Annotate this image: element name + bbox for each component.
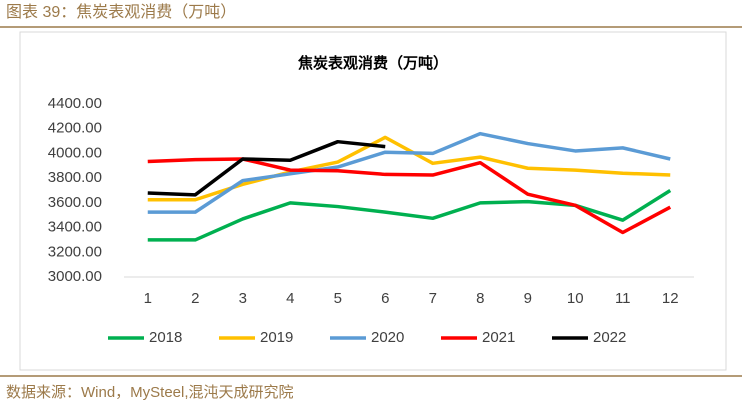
y-tick-label: 3800.00 bbox=[48, 169, 102, 186]
x-tick-label: 2 bbox=[191, 290, 199, 307]
x-tick-label: 4 bbox=[286, 290, 294, 307]
y-tick-label: 4200.00 bbox=[48, 120, 102, 137]
y-tick-label: 3000.00 bbox=[48, 268, 102, 285]
series-line bbox=[147, 139, 386, 197]
legend-label: 2018 bbox=[149, 329, 182, 346]
y-tick-label: 3600.00 bbox=[48, 194, 102, 211]
series-line bbox=[147, 157, 672, 235]
x-tick-label: 7 bbox=[429, 290, 437, 307]
chart-title: 焦炭表观消费（万吨） bbox=[297, 54, 448, 72]
y-tick-label: 3400.00 bbox=[48, 219, 102, 236]
x-tick-label: 5 bbox=[334, 290, 342, 307]
y-tick-label: 4000.00 bbox=[48, 144, 102, 161]
source-note: 数据来源：Wind，MySteel,混沌天成研究院 bbox=[6, 383, 294, 401]
legend-label: 2019 bbox=[260, 329, 293, 346]
chart-frame bbox=[19, 31, 727, 371]
x-tick-label: 9 bbox=[524, 290, 532, 307]
figure-title: 图表 39：焦炭表观消费（万吨） bbox=[6, 3, 236, 21]
x-tick-label: 10 bbox=[567, 290, 584, 307]
legend-label: 2021 bbox=[482, 329, 515, 346]
series-line bbox=[147, 131, 671, 214]
x-tick-label: 3 bbox=[239, 290, 247, 307]
y-tick-label: 4400.00 bbox=[48, 95, 102, 112]
x-tick-label: 1 bbox=[144, 290, 152, 307]
series-line bbox=[147, 189, 672, 242]
x-tick-label: 12 bbox=[662, 290, 679, 307]
legend-label: 2022 bbox=[593, 329, 626, 346]
x-tick-label: 11 bbox=[615, 290, 631, 307]
x-tick-label: 6 bbox=[381, 290, 389, 307]
legend-label: 2020 bbox=[371, 329, 404, 346]
x-tick-label: 8 bbox=[476, 290, 484, 307]
y-tick-label: 3200.00 bbox=[48, 243, 102, 260]
